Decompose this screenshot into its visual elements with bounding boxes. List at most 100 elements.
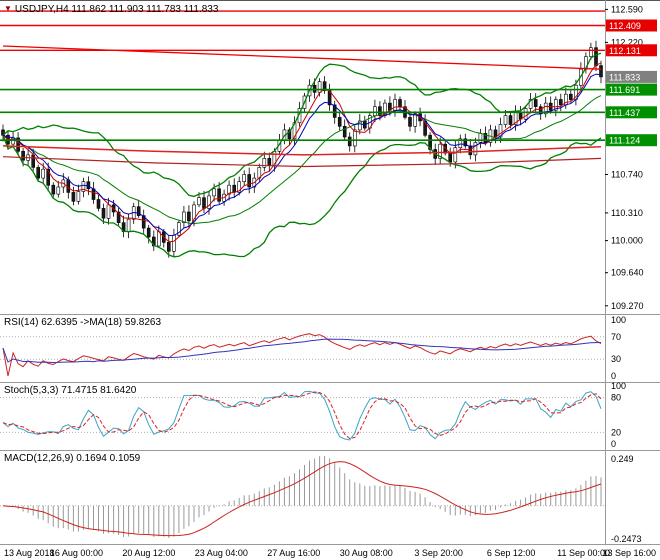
date-label[interactable]: 16 Aug 00:00 (50, 548, 103, 558)
bollinger-lower-band (2, 134, 602, 258)
symbol-marker-icon: ▼ (4, 4, 12, 13)
price-tick-label: 109.270 (611, 301, 644, 311)
candle-bull (172, 234, 176, 252)
candle-bear (533, 99, 538, 107)
candle-bull (373, 106, 377, 116)
slow-ma-line (2, 156, 602, 168)
candle-bear (141, 215, 146, 229)
candle-bull (498, 124, 503, 138)
date-label[interactable]: 20 Aug 12:00 (122, 548, 175, 558)
candle-bull (383, 102, 387, 116)
price-tick-label: 110.740 (611, 170, 643, 180)
candle-bull (56, 186, 61, 195)
candle-bull (41, 168, 46, 179)
last-price-badge-text: 111.833 (609, 72, 640, 82)
candle-bear (187, 211, 191, 222)
candle-bear (312, 84, 317, 93)
candle-bear (342, 126, 347, 138)
candle-bear (428, 134, 432, 150)
candle-bear (332, 104, 337, 118)
candle-bull (227, 184, 231, 195)
candle-bull (207, 195, 211, 209)
candle-bear (202, 197, 206, 209)
candle-bear (337, 117, 342, 127)
candle-bull (523, 108, 528, 120)
date-label[interactable]: 3 Sep 20:00 (414, 548, 463, 558)
rsi-ma-line (2, 338, 602, 364)
support-price-badge: 111.124 (606, 134, 657, 147)
date-label[interactable]: 30 Aug 08:00 (340, 548, 393, 558)
candle-bull (212, 188, 216, 197)
candle-bull (242, 174, 246, 182)
candle-bull (553, 99, 558, 111)
candle-bear (232, 184, 236, 193)
support-price-badge-text: 111.124 (609, 136, 640, 146)
bollinger-middle-band (2, 95, 602, 225)
candle-bull (357, 120, 362, 131)
candle-bear (347, 136, 352, 147)
candle-bull (237, 181, 241, 193)
candle-bull (438, 143, 443, 159)
date-label[interactable]: 23 Aug 04:00 (195, 548, 248, 558)
candle-bear (36, 167, 41, 179)
candle-bear (599, 65, 603, 78)
candle-bull (503, 115, 508, 125)
rsi-tick-label: 100 (611, 315, 626, 325)
candle-bear (247, 174, 251, 188)
macd-signal-line (2, 461, 602, 537)
bollinger-upper-band (2, 52, 602, 198)
date-label[interactable]: 6 Sep 12:00 (487, 548, 536, 558)
trendline[interactable] (2, 45, 602, 70)
stoch-tick-label: 20 (611, 427, 621, 437)
resistance-price-badge-text: 112.131 (609, 46, 641, 56)
candle-bull (262, 158, 267, 168)
date-label[interactable]: 13 Aug 2018 (4, 548, 55, 558)
stoch-d-line (2, 391, 602, 440)
price-tick-label: 109.640 (611, 268, 644, 278)
candle-bear (46, 168, 51, 186)
candle-bull (453, 147, 458, 163)
macd-tick-label: 0.249 (611, 454, 634, 464)
candle-bear (16, 137, 20, 152)
candle-bear (378, 106, 382, 116)
candle-bull (458, 138, 463, 149)
last-price-badge: 111.833 (606, 70, 657, 83)
price-tick-label: 112.590 (611, 4, 643, 14)
candle-bear (267, 158, 272, 166)
price-tick-label: 110.000 (611, 236, 643, 246)
candle-bull (352, 129, 357, 147)
stoch-k-line (2, 390, 602, 441)
candle-bull (528, 99, 533, 109)
candle-bull (157, 231, 161, 247)
price-tick-label: 112.220 (611, 37, 643, 47)
candle-bear (463, 138, 468, 147)
date-label[interactable]: 27 Aug 16:00 (267, 548, 320, 558)
macd-panel-title: MACD(12,26,9) 0.1694 0.1059 (4, 453, 141, 464)
candle-bear (167, 242, 171, 252)
date-label[interactable]: 13 Sep 16:00 (602, 548, 656, 558)
main-chart-title-text: USDJPY,H4 111.862 111.903 111.783 111.83… (14, 4, 219, 15)
candle-bull (182, 211, 186, 223)
candle-bear (96, 199, 101, 209)
candle-bear (86, 181, 91, 190)
stoch-panel-title: Stoch(5,3,3) 71.4715 81.6420 (4, 385, 137, 396)
rsi-tick-label: 0 (611, 371, 616, 381)
stoch-tick-label: 100 (611, 381, 626, 391)
candle-bear (568, 93, 573, 100)
candle-bear (136, 206, 141, 216)
main-chart-title: ▼ USDJPY,H4 111.862 111.903 111.783 111.8… (4, 3, 218, 15)
date-label[interactable]: 11 Sep 00:00 (557, 548, 610, 558)
support-price-badge: 111.691 (606, 83, 657, 96)
rsi-line (2, 333, 602, 377)
support-price-badge-text: 111.691 (609, 85, 640, 95)
stoch-tick-label: 80 (611, 393, 621, 403)
rsi-tick-label: 30 (611, 354, 621, 364)
candle-bear (51, 184, 56, 195)
candle-bull (589, 47, 593, 57)
macd-histogram (7, 456, 602, 538)
candle-bear (322, 81, 327, 91)
slow-ma-line (2, 145, 602, 156)
rsi-tick-label: 70 (611, 332, 621, 342)
